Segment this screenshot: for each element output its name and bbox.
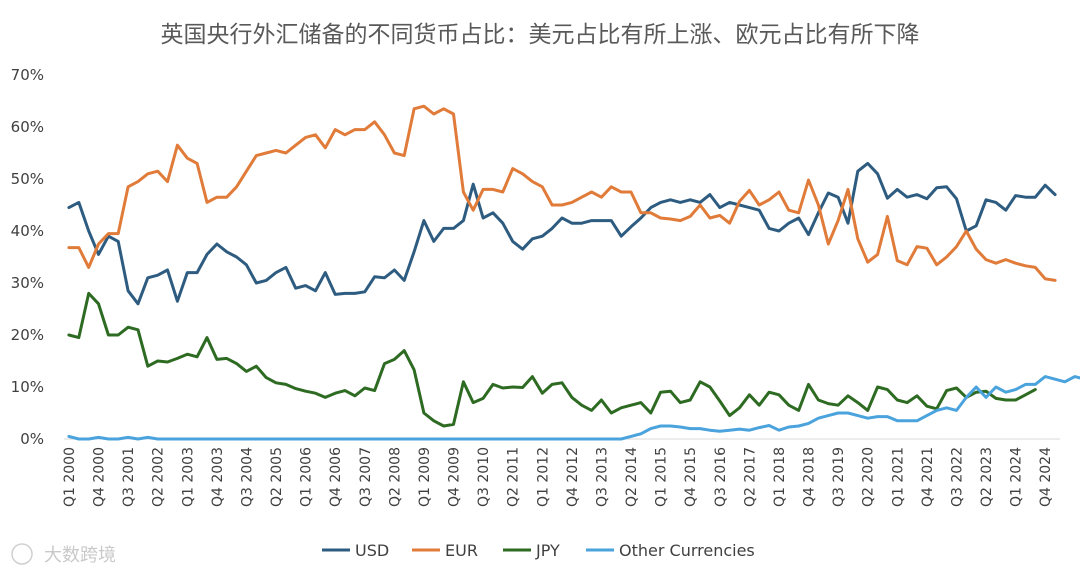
x-tick-label: Q3 2013	[594, 447, 610, 507]
series-line-eur	[67, 104, 1057, 282]
x-tick-label: Q2 2011	[506, 447, 522, 507]
x-tick-label: Q1 2009	[417, 447, 433, 507]
x-tick-label: Q2 2002	[151, 447, 167, 507]
legend-label: USD	[355, 541, 389, 560]
x-tick-label: Q1 2021	[890, 447, 906, 507]
watermark: 大数跨境	[11, 543, 116, 566]
x-tick-label: Q1 2024	[1009, 447, 1025, 507]
series-line-jpy	[67, 291, 1037, 428]
x-tick-label: Q4 2015	[683, 447, 699, 507]
y-tick-label: 50%	[11, 170, 44, 188]
chart-title: 英国央行外汇储备的不同货币占比：美元占比有所上涨、欧元占比有所下降	[161, 22, 920, 48]
series-line-usd	[67, 161, 1057, 306]
x-tick-label: Q1 2003	[180, 447, 196, 507]
x-tick-label: Q2 2017	[742, 447, 758, 507]
legend: USD EUR JPY Other Currencies	[322, 541, 755, 560]
x-tick-label: Q3 2007	[358, 447, 374, 507]
y-axis-ticks: 0% 10% 20% 30% 40% 50% 60% 70%	[11, 66, 44, 448]
series-lines	[67, 104, 1080, 441]
x-tick-label: Q3 2022	[949, 447, 965, 507]
x-tick-label: Q4 2021	[920, 447, 936, 507]
x-tick-label: Q2 2014	[624, 447, 640, 507]
y-tick-label: 0%	[20, 430, 44, 448]
x-axis-ticks: Q1 2000 Q4 2000 Q3 2001 Q2 2002 Q1 2003 Q4 20…	[62, 447, 1054, 507]
x-tick-label: Q1 2006	[299, 447, 315, 507]
watermark-text: 大数跨境	[44, 545, 116, 566]
x-tick-label: Q3 2004	[239, 447, 255, 507]
y-tick-label: 30%	[11, 274, 44, 292]
x-tick-label: Q4 2003	[210, 447, 226, 507]
x-tick-label: Q2 2005	[269, 447, 285, 507]
x-tick-label: Q4 2024	[1038, 447, 1054, 507]
legend-label: EUR	[445, 541, 478, 560]
x-tick-label: Q4 2006	[328, 447, 344, 507]
x-tick-label: Q1 2012	[535, 447, 551, 507]
x-tick-label: Q3 2010	[476, 447, 492, 507]
x-tick-label: Q1 2018	[772, 447, 788, 507]
y-tick-label: 10%	[11, 378, 44, 396]
watermark-logo-icon	[11, 543, 33, 565]
x-tick-label: Q4 2000	[92, 447, 108, 507]
x-tick-label: Q3 2019	[831, 447, 847, 507]
x-tick-label: Q2 2020	[861, 447, 877, 507]
x-tick-label: Q1 2015	[654, 447, 670, 507]
y-tick-label: 60%	[11, 118, 44, 136]
series-line-other-currencies	[67, 375, 1080, 441]
x-tick-label: Q4 2012	[565, 447, 581, 507]
legend-label: JPY	[535, 541, 560, 560]
x-tick-label: Q3 2016	[713, 447, 729, 507]
x-tick-label: Q3 2001	[121, 447, 137, 507]
x-tick-label: Q2 2008	[387, 447, 403, 507]
x-tick-label: Q4 2009	[447, 447, 463, 507]
y-tick-label: 70%	[11, 66, 44, 84]
x-tick-label: Q1 2000	[62, 447, 78, 507]
y-tick-label: 40%	[11, 222, 44, 240]
y-tick-label: 20%	[11, 326, 44, 344]
x-tick-label: Q2 2023	[979, 447, 995, 507]
x-tick-label: Q4 2018	[802, 447, 818, 507]
legend-label: Other Currencies	[619, 541, 755, 560]
